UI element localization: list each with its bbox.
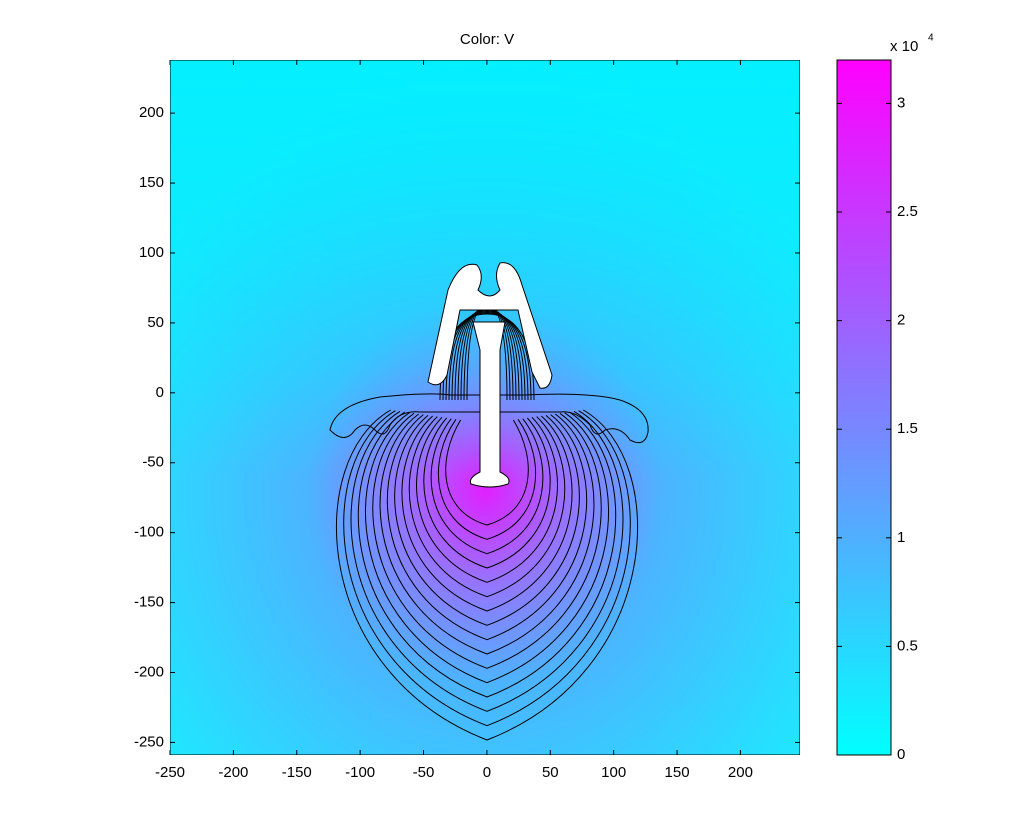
y-tick-label: 200 <box>139 104 164 121</box>
contour-line <box>423 417 551 569</box>
colorbar-tick-label: 3 <box>897 94 905 111</box>
y-tick-label: -50 <box>142 454 164 471</box>
y-tick-label: 100 <box>139 244 164 261</box>
contour-line <box>438 419 536 540</box>
colorbar-tick-label: 0 <box>897 746 905 763</box>
contour-line <box>416 416 558 583</box>
chart-title: Color: V <box>460 31 514 48</box>
x-tick-label: 50 <box>542 764 559 781</box>
x-tick-label: 150 <box>665 764 690 781</box>
field-plot <box>170 60 800 755</box>
contour-line <box>350 410 624 712</box>
x-tick-label: -250 <box>155 764 185 781</box>
colorbar-tick-label: 2.5 <box>897 203 918 220</box>
grading-ring <box>427 262 553 389</box>
y-tick-label: -100 <box>134 524 164 541</box>
colorbar-multiplier: x 10 <box>890 38 918 55</box>
x-tick-label: 100 <box>601 764 626 781</box>
colorbar-tick-label: 2 <box>897 312 905 329</box>
axes: -250 -200 -150 -100 -50 0 50 100 150 200 -250 -200 -… <box>134 60 800 781</box>
y-tick-label: 150 <box>139 174 164 191</box>
colorbar-tick-label: 1.5 <box>897 420 918 437</box>
x-tick-label: 0 <box>483 764 491 781</box>
contour-line <box>343 410 631 727</box>
contour-line <box>401 415 573 612</box>
y-tick-label: 0 <box>156 384 164 401</box>
contour-line <box>372 412 602 669</box>
y-tick-label: -150 <box>134 594 164 611</box>
x-tick-label: -50 <box>413 764 435 781</box>
contour-line <box>387 414 587 641</box>
colorbar-tick-label: 0.5 <box>897 637 918 654</box>
x-tick-label: -100 <box>345 764 375 781</box>
contour-line <box>365 412 609 684</box>
contour-line <box>445 419 529 526</box>
contour-line <box>448 310 526 401</box>
contour-line <box>357 411 617 698</box>
x-tick-label: 200 <box>728 764 753 781</box>
contour-line <box>394 414 580 626</box>
electrode <box>469 321 510 488</box>
colorbar <box>836 59 892 756</box>
y-tick-label: -250 <box>134 733 164 750</box>
x-tick-label: -150 <box>282 764 312 781</box>
x-tick-label: -200 <box>218 764 248 781</box>
contour-line <box>408 416 566 598</box>
insulator <box>329 393 649 444</box>
colorbar-tick-label: 1 <box>897 529 905 546</box>
colorbar-exponent: 4 <box>928 33 934 44</box>
y-tick-label: 50 <box>147 314 164 331</box>
y-tick-label: -200 <box>134 663 164 680</box>
contour-line <box>430 418 544 555</box>
contour-line <box>335 409 639 741</box>
contour-line <box>379 413 595 655</box>
